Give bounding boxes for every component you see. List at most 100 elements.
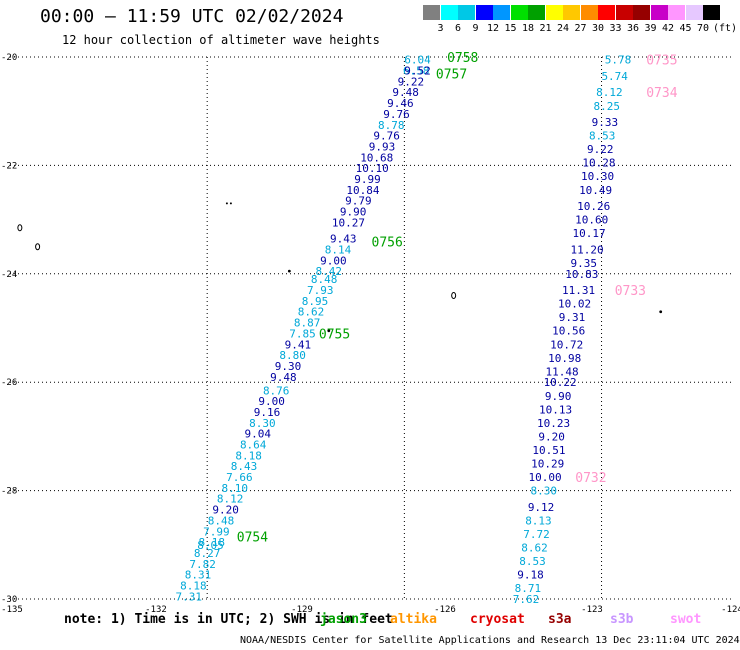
legend-swatch [685, 5, 703, 20]
wave-height-value: 8.62 [298, 306, 325, 319]
wave-height-value: 9.33 [592, 116, 619, 129]
y-tick-label: -30 [1, 595, 17, 605]
pass-time-label: 0758 [447, 51, 478, 66]
wave-height-value: 9.16 [254, 406, 281, 419]
x-tick-label: -123 [581, 605, 603, 615]
wave-height-value: 7.72 [523, 528, 550, 541]
wave-height-value: 8.64 [240, 439, 267, 452]
wave-height-value: 9.20 [538, 430, 565, 443]
wave-height-value: 8.18 [199, 536, 226, 549]
wave-height-value: 8.76 [263, 384, 290, 397]
island-mark [229, 202, 232, 205]
x-tick-label: -126 [434, 605, 456, 615]
wave-height-value: 8.18 [180, 579, 207, 592]
wave-height-value: 10.02 [558, 298, 591, 311]
legend-label: 3 [437, 23, 444, 34]
wave-height-value: 11.31 [562, 284, 595, 297]
legend-label: 21 [539, 23, 552, 34]
wave-height-value: 9.76 [373, 130, 400, 143]
pass-time-label: 0733 [615, 284, 646, 299]
legend-swatch [475, 5, 493, 20]
island-mark [287, 269, 291, 273]
y-tick-label: -22 [1, 161, 17, 171]
wave-height-value: 9.43 [330, 233, 357, 246]
y-tick-label: -24 [1, 270, 17, 280]
wave-height-value: 8.25 [594, 100, 621, 113]
island-mark [659, 310, 663, 314]
wave-height-value: 9.22 [587, 143, 614, 156]
legend-swatch [703, 5, 720, 20]
legend-label: 18 [521, 23, 535, 34]
island-mark [35, 243, 41, 251]
legend-swatch [458, 5, 475, 20]
wave-height-value: 8.80 [279, 349, 306, 362]
pass-time-label: 0756 [372, 235, 403, 250]
legend-swatch [493, 5, 510, 20]
wave-height-value: 8.30 [530, 485, 557, 498]
legend-swatch [580, 5, 598, 20]
wave-height-value: 9.04 [245, 428, 272, 441]
legend-swatch [633, 5, 650, 20]
x-tick-label: -135 [1, 605, 23, 615]
island-mark [327, 329, 331, 333]
wave-height-value: 7.85 [289, 327, 316, 340]
wave-height-value: 10.98 [548, 352, 581, 365]
wave-height-value: 10.27 [332, 216, 365, 229]
wave-height-value: 10.68 [360, 151, 393, 164]
legend-swatch [510, 5, 528, 20]
wave-height-value: 9.99 [354, 173, 381, 186]
legend-unit: (ft) [713, 23, 738, 34]
wave-height-value: 9.35 [571, 257, 598, 270]
wave-height-value: 10.26 [577, 200, 610, 213]
wave-height-value: 5.78 [605, 54, 632, 67]
wave-height-value: 8.30 [249, 417, 276, 430]
wave-height-value: 10.60 [575, 214, 608, 227]
legend-label: 39 [644, 23, 657, 34]
wave-height-value: 10.28 [582, 157, 615, 170]
wave-height-value: 8.12 [596, 86, 623, 99]
wave-height-value: 9.31 [559, 311, 586, 324]
x-tick-label: -132 [145, 605, 167, 615]
pass-time-label: 0735 [646, 54, 677, 69]
satellite-label-jason3: jason3 [320, 612, 367, 627]
wave-height-value: 10.17 [572, 227, 605, 240]
legend-label: 24 [556, 23, 570, 34]
pass-time-label: 0754 [237, 531, 268, 546]
legend-swatch [598, 5, 615, 20]
island-mark [451, 291, 457, 299]
wave-height-value: 8.10 [222, 482, 249, 495]
wave-height-value: 7.82 [189, 558, 216, 571]
satellite-label-cryosat: cryosat [470, 612, 525, 627]
wave-height-value: 9.12 [528, 501, 555, 514]
pass-time-label: 0732 [575, 471, 606, 486]
wave-height-value: 6.58 [403, 65, 430, 78]
satellite-label-s3b: s3b [610, 612, 634, 627]
legend-swatch [528, 5, 545, 20]
y-tick-label: -26 [1, 378, 17, 388]
legend-swatch [615, 5, 633, 20]
wave-height-value: 8.95 [302, 295, 329, 308]
wave-height-value: 8.48 [208, 514, 235, 527]
legend-label: 70 [696, 23, 710, 34]
wave-height-value: 9.00 [258, 395, 285, 408]
wave-height-value: 8.43 [231, 460, 258, 473]
wave-height-value: 10.30 [581, 170, 614, 183]
wave-height-value: 9.90 [545, 390, 572, 403]
island-mark [225, 202, 228, 205]
wave-height-value: 10.23 [537, 417, 570, 430]
legend-label: 36 [626, 23, 640, 34]
legend-label: 42 [661, 23, 675, 34]
legend-swatch [668, 5, 685, 20]
wave-height-value: 9.46 [387, 97, 414, 110]
legend-swatch [563, 5, 580, 20]
legend-label: 45 [679, 23, 692, 34]
wave-height-value: 8.53 [519, 555, 546, 568]
wave-height-value: 8.13 [525, 514, 552, 527]
wave-height-value: 8.12 [217, 493, 244, 506]
chart-subtitle: 12 hour collection of altimeter wave hei… [62, 33, 380, 47]
legend-swatch [440, 5, 458, 20]
wave-height-value: 9.90 [340, 205, 367, 218]
pass-time-label: 0734 [646, 86, 677, 101]
wave-height-value: 9.48 [392, 86, 419, 99]
